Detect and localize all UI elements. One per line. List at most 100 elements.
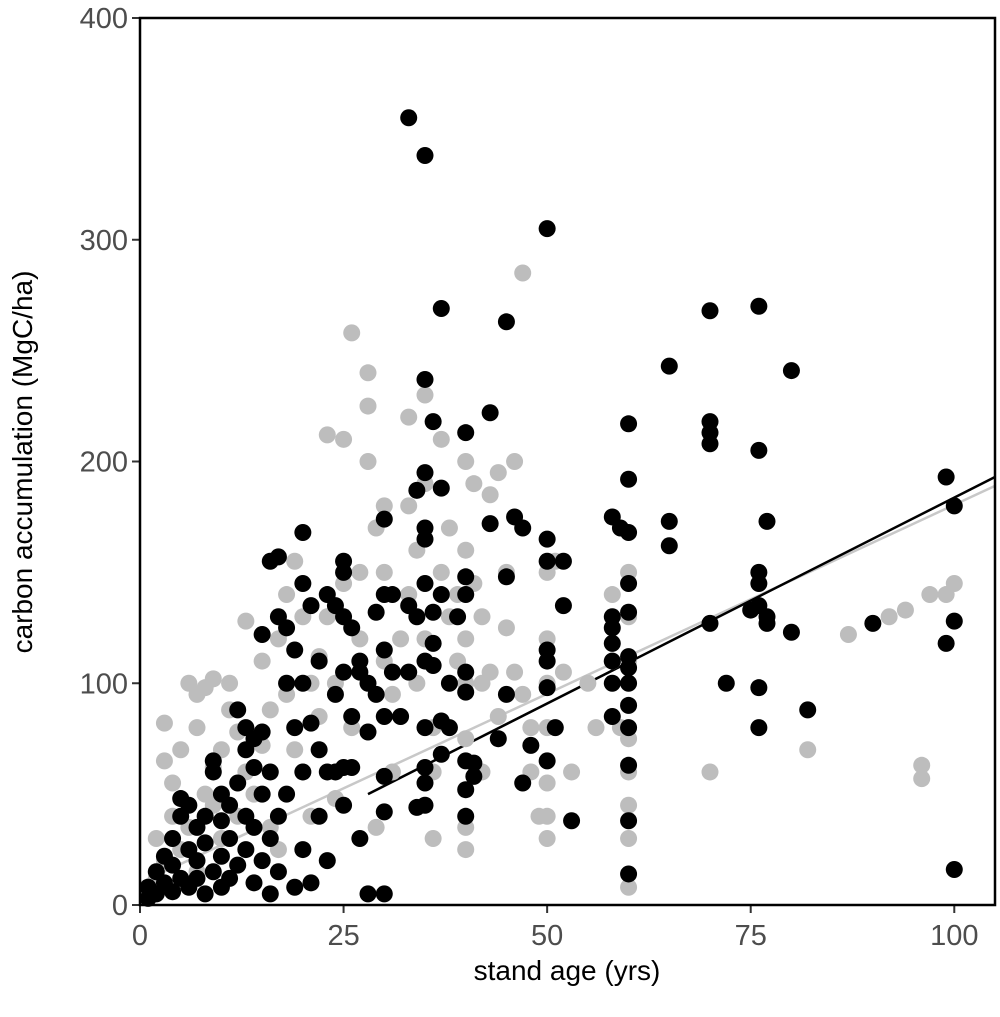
black-data-point	[416, 719, 434, 737]
black-data-point	[245, 759, 263, 777]
black-data-point	[481, 404, 499, 422]
black-data-point	[538, 530, 556, 548]
black-data-point	[440, 719, 458, 737]
black-data-point	[383, 663, 401, 681]
gray-data-point	[457, 630, 475, 648]
black-data-point	[660, 512, 678, 530]
gray-data-point	[620, 796, 638, 814]
black-data-point	[269, 807, 287, 825]
black-data-point	[538, 752, 556, 770]
black-data-point	[278, 674, 296, 692]
gray-data-point	[497, 619, 515, 637]
black-data-point	[620, 659, 638, 677]
gray-data-point	[701, 763, 719, 781]
gray-data-point	[481, 663, 499, 681]
black-data-point	[799, 701, 817, 719]
black-data-point	[620, 756, 638, 774]
black-data-point	[449, 608, 467, 626]
black-data-point	[416, 464, 434, 482]
black-data-point	[497, 313, 515, 331]
black-data-point	[302, 597, 320, 615]
black-data-point	[603, 634, 621, 652]
gray-data-point	[880, 608, 898, 626]
black-data-point	[343, 759, 361, 777]
black-data-point	[432, 586, 450, 604]
black-data-point	[538, 552, 556, 570]
black-data-point	[750, 679, 768, 697]
y-axis-ticks: 0 100 200 300 400	[80, 3, 140, 922]
gray-data-point	[506, 453, 524, 470]
black-data-point	[302, 714, 320, 732]
gray-data-point	[343, 324, 361, 342]
gray-data-point	[204, 670, 222, 688]
black-data-point	[416, 146, 434, 164]
black-data-point	[945, 612, 963, 630]
black-data-point	[188, 869, 206, 887]
gray-data-point	[416, 386, 434, 404]
black-data-point	[497, 685, 515, 703]
black-data-point	[245, 818, 263, 836]
black-data-point	[335, 552, 353, 570]
black-data-point	[424, 634, 442, 652]
black-data-point	[310, 807, 328, 825]
black-data-point	[758, 608, 776, 626]
black-data-point	[465, 767, 483, 785]
gray-data-point	[155, 714, 173, 732]
black-data-point	[204, 752, 222, 770]
black-data-point	[261, 829, 279, 847]
gray-data-point	[921, 586, 939, 604]
black-data-point	[343, 619, 361, 637]
black-data-point	[563, 812, 581, 830]
y-tick-label: 300	[80, 225, 128, 257]
black-data-point	[221, 829, 239, 847]
black-data-point	[750, 297, 768, 315]
x-tick-label: 50	[531, 920, 563, 952]
gray-data-point	[164, 774, 182, 792]
gray-data-point	[620, 829, 638, 847]
black-data-point	[196, 885, 214, 903]
x-tick-label: 75	[735, 920, 767, 952]
black-data-point	[620, 696, 638, 714]
black-data-point	[164, 829, 182, 847]
gray-data-point	[457, 541, 475, 559]
black-data-point	[343, 708, 361, 726]
black-data-point	[221, 869, 239, 887]
y-axis-title: carbon accumulation (MgC/ha)	[7, 271, 38, 654]
x-axis-ticks: 0 25 50 75 100	[132, 905, 978, 952]
black-data-point	[408, 608, 426, 626]
black-data-point	[408, 481, 426, 499]
black-data-point	[212, 812, 230, 830]
black-data-point	[416, 796, 434, 814]
gray-data-point	[587, 719, 605, 737]
gray-data-point	[359, 453, 377, 470]
gray-data-point	[945, 574, 963, 592]
black-data-point	[261, 763, 279, 781]
black-data-point	[457, 781, 475, 799]
black-data-point	[701, 614, 719, 632]
black-data-point	[603, 674, 621, 692]
gray-data-point	[335, 430, 353, 448]
black-data-point	[416, 759, 434, 777]
black-data-point	[717, 674, 735, 692]
y-tick-label: 100	[80, 668, 128, 700]
gray-data-point	[896, 601, 914, 619]
gray-data-point	[489, 708, 507, 726]
black-data-point	[164, 856, 182, 874]
black-data-point	[335, 796, 353, 814]
black-data-point	[375, 885, 393, 903]
black-data-point	[620, 603, 638, 621]
black-data-point	[457, 663, 475, 681]
black-data-point	[497, 568, 515, 586]
gray-data-point	[172, 741, 190, 759]
gray-data-point	[351, 563, 369, 581]
black-data-point	[481, 515, 499, 533]
gray-data-point	[839, 625, 857, 643]
black-data-point	[269, 863, 287, 881]
black-data-point	[286, 878, 304, 896]
black-data-point	[603, 708, 621, 726]
black-data-point	[538, 652, 556, 670]
gray-data-point	[424, 829, 442, 847]
black-data-point	[286, 719, 304, 737]
black-data-point	[514, 774, 532, 792]
